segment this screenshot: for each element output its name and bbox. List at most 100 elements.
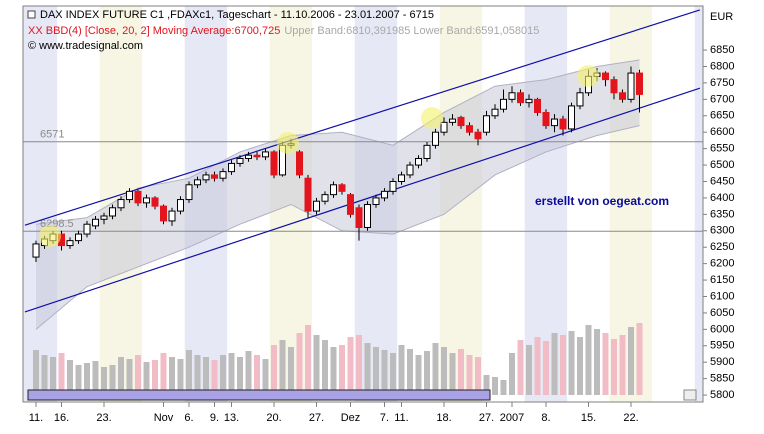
x-tick-label: Nov [154,412,174,424]
volume-bar [339,345,345,395]
y-tick-label: 6350 [710,208,734,220]
x-tick-label: 23. [96,412,111,424]
indicator-strip [27,389,491,401]
x-tick-label: 16. [54,412,69,424]
volume-bar [611,339,617,395]
volume-bar [458,349,464,395]
y-tick-label: 6050 [710,307,734,319]
volume-bar [143,362,150,395]
candle-body [338,184,346,192]
volume-bar [517,340,524,395]
y-tick-label: 6700 [710,93,734,105]
volume-bar [262,359,269,395]
candle-body [627,72,635,100]
candle-body [92,218,99,227]
horizontal-line-label: 6571 [40,129,64,141]
candle-body [364,203,371,228]
y-tick-label: 5800 [710,389,734,401]
candle-body [466,125,473,133]
volume-bar [279,340,286,395]
candle-body [66,240,74,247]
y-tick-label: 6500 [710,159,734,171]
candle-body [508,92,516,100]
stripe [23,6,58,402]
volume-bar [509,353,515,395]
volume-bar [424,351,430,395]
x-tick-label: 18. [436,412,451,424]
volume-bar [551,333,558,395]
highlight [577,65,599,87]
candle-body [168,210,176,222]
candle-body [449,118,456,123]
indicator-label: XX BBD(4) [Close, 20, 2] Moving Average:… [28,25,280,37]
candle-body [432,131,439,146]
volume-bar [177,359,184,395]
candle-body [525,98,533,104]
candle-body [576,92,584,107]
candle-body [389,180,397,192]
y-tick-label: 5900 [710,356,734,368]
x-tick-label: 27. [479,412,494,424]
volume-bar [118,357,124,395]
candle-body [636,72,643,95]
x-tick-label: Dez [341,412,361,424]
candle-body [406,164,414,176]
volume-bar [373,347,379,395]
volume-bar [220,355,226,395]
candle-body [253,154,261,158]
highlight [277,132,299,154]
x-tick-label: 20. [266,412,281,424]
candle-body [483,115,490,133]
volume-bar [271,345,277,395]
volume-bar [560,335,566,395]
candle-body [211,174,218,179]
y-tick-label: 6250 [710,241,734,253]
candle-body [415,157,422,166]
channel-line [24,87,701,313]
y-tick-label: 6000 [710,323,734,335]
volume-bar [313,335,320,395]
candle-body [304,177,312,212]
y-tick-label: 6550 [710,143,734,155]
candle-body [109,207,116,217]
y-tick-label: 6150 [710,274,734,286]
candle-body [423,144,431,159]
volume-bar [619,335,626,395]
candle-body [602,72,609,81]
volume-bar [254,355,260,395]
volume-bar [381,350,388,395]
volume-bar [305,325,311,395]
volume-bar [449,353,456,395]
volume-bar [288,347,294,395]
volume-bar [356,335,362,395]
candle-body [355,207,363,228]
volume-bar [245,351,252,395]
volume-bar [109,365,116,395]
volume-bar [483,375,490,395]
scroll-button[interactable] [683,389,697,401]
candle-body [559,118,567,130]
candle-body [202,174,210,181]
y-tick-label: 6200 [710,258,734,270]
candle-body [117,199,125,209]
volume-bar [390,353,396,395]
y-tick-label: 6400 [710,192,734,204]
volume-bar [152,360,158,395]
candle-body [270,151,278,176]
candle-body [143,197,150,204]
x-tick-label: 6. [184,412,193,424]
candle-body [500,98,507,110]
candle-body [321,194,329,202]
candle-body [236,157,244,164]
channel-line [24,9,701,226]
volume-bar [585,325,592,395]
x-tick-label: 22. [623,412,638,424]
candle-body [517,92,524,104]
y-tick-label: 6650 [710,110,734,122]
volume-bar [628,327,634,395]
x-tick-label: 11. [394,412,408,424]
y-tick-label: 6750 [710,77,734,89]
volume-bar [126,359,133,395]
candle-body [296,151,303,176]
